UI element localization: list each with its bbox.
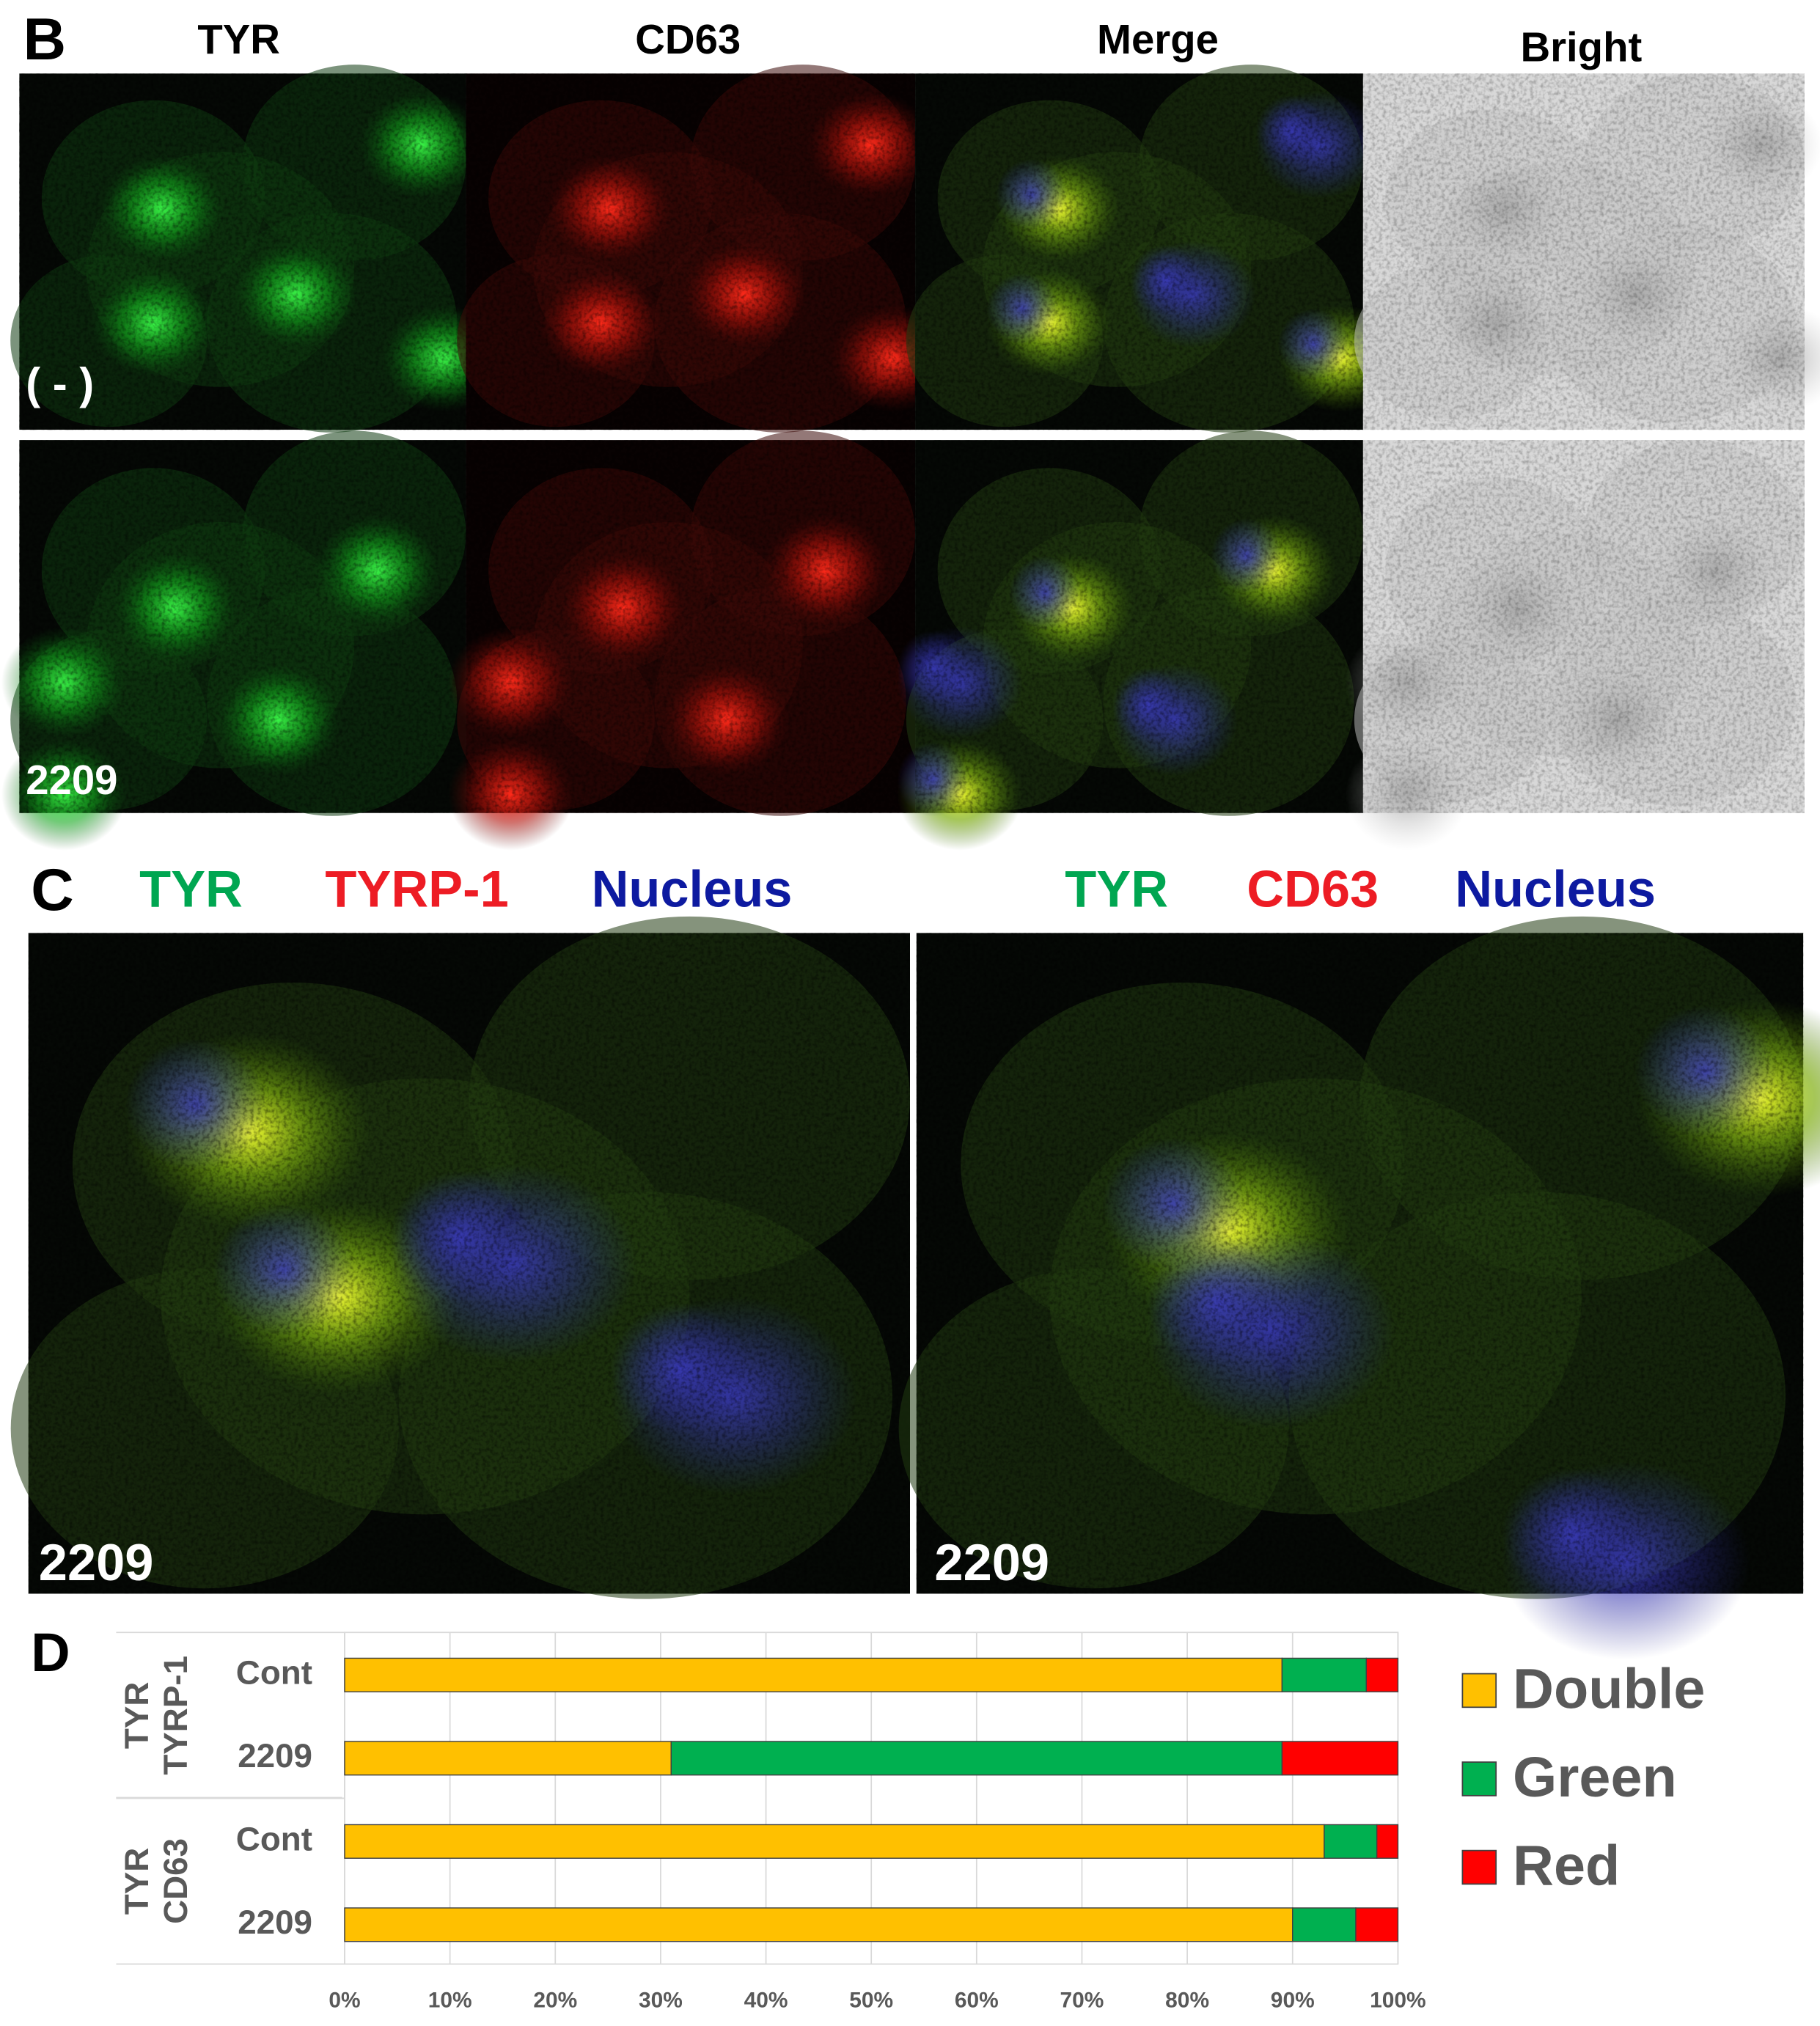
bar-segment — [344, 1907, 1294, 1942]
y-tick-label: 2209 — [238, 1737, 312, 1774]
group-label: TYR — [118, 1848, 155, 1915]
stain-legend: Nucleus — [1455, 859, 1656, 917]
x-tick-label: 10% — [428, 1988, 472, 2012]
group-label: CD63 — [157, 1838, 194, 1924]
bar-segment — [344, 1824, 1325, 1859]
micrograph — [1, 430, 466, 851]
y-tick-label: Cont — [236, 1654, 312, 1691]
speckle — [19, 440, 466, 813]
micrograph — [447, 430, 916, 851]
row-label: 2209 — [26, 757, 117, 803]
x-tick-label: 60% — [955, 1988, 999, 2012]
group-label: TYR — [118, 1682, 155, 1749]
bar-segment — [1281, 1741, 1399, 1776]
column-header: TYR — [197, 16, 280, 62]
x-tick-label: 40% — [744, 1988, 788, 2012]
panel-label: C — [31, 857, 73, 923]
x-tick-label: 30% — [639, 1988, 683, 2012]
speckle — [915, 440, 1363, 813]
speckle — [466, 440, 916, 813]
bar-segment — [1355, 1907, 1399, 1942]
micrographs — [1, 65, 1820, 1660]
x-tick-label: 50% — [849, 1988, 893, 2012]
row-label: ( - ) — [26, 359, 94, 408]
column-header: CD63 — [635, 16, 741, 62]
legend-label: Red — [1513, 1835, 1620, 1898]
bar-segment — [1292, 1907, 1357, 1942]
micrograph — [906, 65, 1403, 433]
stain-legend: TYR — [1065, 859, 1168, 917]
micrograph — [897, 430, 1363, 851]
image-label: 2209 — [934, 1533, 1049, 1591]
x-tick-label: 100% — [1370, 1988, 1426, 2012]
micrograph — [10, 65, 507, 433]
legend-label: Green — [1513, 1746, 1677, 1809]
speckle — [28, 933, 911, 1594]
x-tick-label: 70% — [1060, 1988, 1104, 2012]
speckle — [916, 933, 1804, 1594]
micrograph — [1354, 73, 1820, 430]
column-header: Bright — [1520, 24, 1642, 70]
speckle — [466, 73, 916, 430]
column-header: Merge — [1097, 16, 1219, 62]
bar-segment — [670, 1741, 1283, 1776]
speckle — [1362, 73, 1805, 430]
stain-legend: Nucleus — [592, 859, 793, 917]
legend-swatch — [1461, 1761, 1497, 1796]
legend-swatch — [1461, 1849, 1497, 1885]
bar-segment — [344, 1657, 1283, 1692]
image-label: 2209 — [39, 1533, 154, 1591]
micrograph — [1345, 440, 1805, 851]
stain-legend: TYRP-1 — [325, 859, 508, 917]
stain-legend: TYR — [139, 859, 243, 917]
group-label: TYRP-1 — [157, 1656, 194, 1775]
speckle — [915, 73, 1363, 430]
stacked-bar-chart: 0% 10% 20% 30% 40% 50% 60% 70% 80% 90% 100%TYR TYRP… — [116, 1632, 1706, 2012]
legend-label: Double — [1513, 1657, 1705, 1720]
x-tick-label: 20% — [533, 1988, 577, 2012]
micrograph — [457, 65, 956, 433]
panel-label: B — [23, 7, 66, 73]
y-tick-label: 2209 — [238, 1904, 312, 1941]
bar-segment — [1376, 1824, 1399, 1859]
bar-segment — [1281, 1657, 1367, 1692]
x-tick-label: 0% — [329, 1988, 360, 2012]
bar-segment — [1365, 1657, 1399, 1692]
legend-swatch — [1461, 1673, 1497, 1708]
stain-legend: CD63 — [1247, 859, 1379, 917]
x-tick-label: 80% — [1165, 1988, 1209, 2012]
speckle — [19, 73, 466, 430]
micrograph — [898, 916, 1820, 1660]
micrograph — [10, 916, 911, 1599]
speckle — [1362, 440, 1805, 813]
x-tick-label: 90% — [1271, 1988, 1315, 2012]
y-tick-label: Cont — [236, 1820, 312, 1857]
panel-label: D — [31, 1622, 70, 1683]
bar-segment — [1324, 1824, 1378, 1859]
bar-segment — [344, 1741, 672, 1776]
